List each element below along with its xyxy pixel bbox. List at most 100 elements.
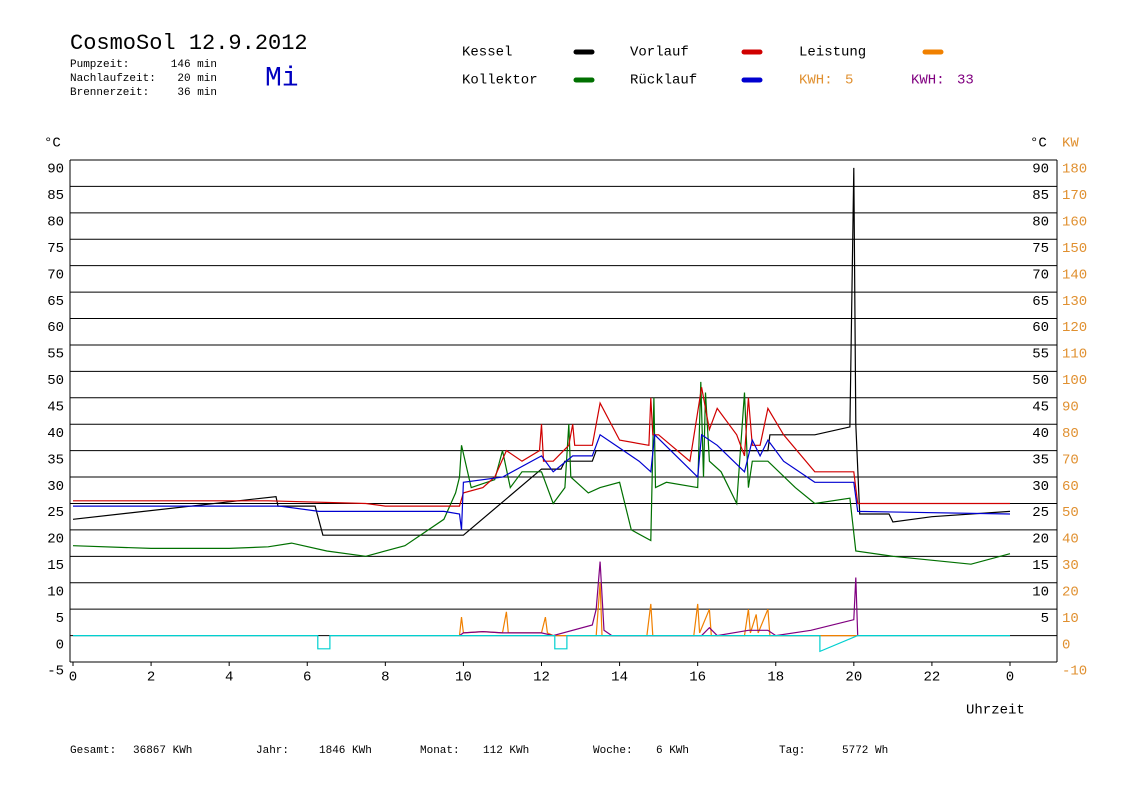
y-tick-label: 10 — [47, 584, 64, 600]
legend-label: Kollektor — [462, 73, 538, 89]
legend-label: Rücklauf — [630, 73, 697, 89]
x-tick-label: 0 — [1006, 670, 1014, 686]
series-line — [72, 167, 1011, 536]
series-line — [72, 381, 1011, 565]
footer-label: Gesamt: — [70, 745, 116, 757]
y-right-tick-label: 55 — [1032, 347, 1049, 363]
x-tick-label: 2 — [147, 670, 155, 686]
footer-value: 1846 KWh — [319, 745, 372, 757]
legend-label: Vorlauf — [630, 45, 689, 61]
y-tick-label: 45 — [47, 399, 64, 415]
footer-value: 112 KWh — [483, 745, 529, 757]
footer-value: 36867 KWh — [133, 745, 192, 757]
weekday: Mi — [265, 63, 299, 94]
stat-value: 20 min — [177, 73, 217, 85]
x-tick-label: 4 — [225, 670, 233, 686]
legend-label: Kessel — [462, 45, 512, 61]
x-tick-label: 8 — [381, 670, 389, 686]
y-tick-label: 80 — [47, 215, 64, 231]
y2-tick-label: 10 — [1062, 611, 1079, 627]
y2-unit: KW — [1062, 136, 1079, 152]
y-right-tick-label: 10 — [1032, 584, 1049, 600]
y2-tick-label: 90 — [1062, 399, 1079, 415]
y-tick-label: 20 — [47, 532, 64, 548]
y-right-tick-label: 35 — [1032, 452, 1049, 468]
y2-tick-label: 160 — [1062, 215, 1087, 231]
footer-label: Monat: — [420, 745, 460, 757]
y-right-tick-label: 75 — [1032, 241, 1049, 257]
y-right-tick-label: 45 — [1032, 399, 1049, 415]
y2-tick-label: 140 — [1062, 267, 1087, 283]
y-tick-label: 35 — [47, 452, 64, 468]
y-right-tick-label: 5 — [1041, 611, 1049, 627]
stat-label: Brennerzeit: — [70, 87, 149, 99]
y-tick-label: 90 — [47, 162, 64, 178]
y-right-tick-label: 15 — [1032, 558, 1049, 574]
y2-tick-label: 80 — [1062, 426, 1079, 442]
y-tick-label: 65 — [47, 294, 64, 310]
y-right-tick-label: 70 — [1032, 267, 1049, 283]
y-right-tick-label: 50 — [1032, 373, 1049, 389]
y2-tick-label: 180 — [1062, 162, 1087, 178]
x-tick-label: 18 — [767, 670, 784, 686]
footer-label: Tag: — [779, 745, 805, 757]
y-tick-label: 40 — [47, 426, 64, 442]
x-tick-label: 22 — [924, 670, 941, 686]
kwh-label: KWH: — [799, 73, 833, 89]
x-tick-label: 12 — [533, 670, 550, 686]
y2-tick-label: 130 — [1062, 294, 1087, 310]
y-right-tick-label: 40 — [1032, 426, 1049, 442]
y-right-tick-label: 60 — [1032, 320, 1049, 336]
y-tick-label: 55 — [47, 347, 64, 363]
y2-tick-label: 170 — [1062, 188, 1087, 204]
y2-tick-label: 60 — [1062, 479, 1079, 495]
y2-tick-label: 0 — [1062, 637, 1070, 653]
y2-tick-label: 120 — [1062, 320, 1087, 336]
y-right-tick-label: 90 — [1032, 162, 1049, 178]
y2-tick-label: 110 — [1062, 347, 1087, 363]
footer-label: Jahr: — [256, 745, 289, 757]
x-tick-label: 16 — [689, 670, 706, 686]
stat-label: Nachlaufzeit: — [70, 73, 156, 85]
y-tick-label: 5 — [56, 611, 64, 627]
series-line — [73, 433, 1011, 530]
stat-value: 36 min — [177, 87, 217, 99]
x-tick-label: 10 — [455, 670, 472, 686]
y2-tick-label: 20 — [1062, 584, 1079, 600]
y2-tick-label: 30 — [1062, 558, 1079, 574]
kwh-label: KWH: — [911, 73, 945, 89]
legend-label: Leistung — [799, 45, 866, 61]
stat-value: 146 min — [171, 59, 217, 71]
y-right-tick-label: 20 — [1032, 532, 1049, 548]
x-tick-label: 14 — [611, 670, 628, 686]
y-tick-label: -5 — [47, 664, 64, 680]
footer-value: 5772 Wh — [842, 745, 888, 757]
y2-tick-label: 40 — [1062, 532, 1079, 548]
footer-label: Woche: — [593, 745, 633, 757]
y-right-tick-label: 65 — [1032, 294, 1049, 310]
y-right-tick-label: 80 — [1032, 215, 1049, 231]
y-tick-label: 60 — [47, 320, 64, 336]
footer-value: 6 KWh — [656, 745, 689, 757]
kwh-value: 33 — [957, 73, 974, 89]
y-tick-label: 70 — [47, 267, 64, 283]
series-line — [73, 387, 1010, 507]
x-label: Uhrzeit — [966, 703, 1025, 719]
title: CosmoSol 12.9.2012 — [70, 31, 308, 56]
y-right-tick-label: 30 — [1032, 479, 1049, 495]
y-tick-label: 50 — [47, 373, 64, 389]
series-line — [459, 561, 859, 637]
y-label: °C — [44, 136, 61, 152]
y-tick-label: 85 — [47, 188, 64, 204]
y-tick-label: 75 — [47, 241, 64, 257]
y-tick-label: 25 — [47, 505, 64, 521]
x-tick-label: 20 — [845, 670, 862, 686]
kwh-value: 5 — [845, 73, 853, 89]
y2-tick-label: -10 — [1062, 664, 1087, 680]
y-tick-label: 0 — [56, 637, 64, 653]
series-line — [73, 635, 1010, 653]
y-tick-label: 30 — [47, 479, 64, 495]
series-line — [458, 582, 858, 637]
y2-tick-label: 100 — [1062, 373, 1087, 389]
